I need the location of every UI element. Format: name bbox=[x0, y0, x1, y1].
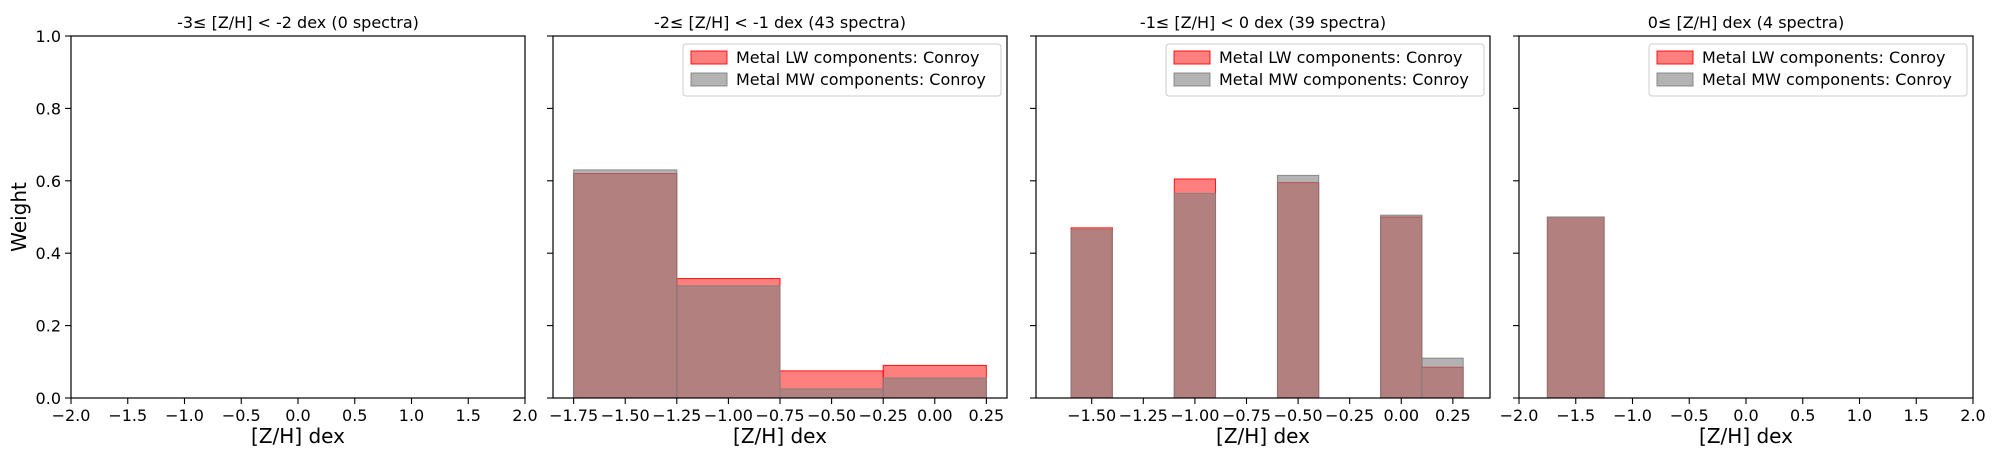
y-tick-label: 0.8 bbox=[36, 99, 61, 118]
panel-title: -1≤ [Z/H] < 0 dex (39 spectra) bbox=[1140, 13, 1386, 32]
x-tick-label: 2.0 bbox=[512, 406, 537, 425]
x-tick-label: −0.50 bbox=[1274, 406, 1323, 425]
axes-frame bbox=[70, 35, 526, 399]
x-tick-label: 0.00 bbox=[917, 406, 953, 425]
mw-bar-5 bbox=[1421, 357, 1464, 399]
x-axis-title: [Z/H] dex bbox=[251, 424, 345, 448]
x-tick-label: −1.25 bbox=[1119, 406, 1168, 425]
x-tick-label: −0.25 bbox=[1325, 406, 1374, 425]
legend-box bbox=[1165, 43, 1485, 97]
legend-label-mw: Metal MW components: Conroy bbox=[1702, 70, 1952, 89]
legend-swatch-lw bbox=[1656, 50, 1694, 65]
mw-bar-4 bbox=[1380, 214, 1423, 399]
y-tick-label: 1.0 bbox=[36, 27, 61, 46]
legend-label-mw: Metal MW components: Conroy bbox=[1219, 70, 1469, 89]
mw-bar-4 bbox=[882, 377, 987, 399]
x-tick-label: −0.75 bbox=[1222, 406, 1271, 425]
legend-swatch-lw bbox=[1173, 50, 1211, 65]
panel-2: -2≤ [Z/H] < -1 dex (43 spectra) −1.75 −1.5… bbox=[547, 13, 1008, 448]
y-tick-label: 0.4 bbox=[36, 244, 61, 263]
y-tick-label: 0.6 bbox=[36, 172, 61, 191]
x-tick-label: 0.25 bbox=[969, 406, 1005, 425]
x-tick-label: −1.5 bbox=[108, 406, 147, 425]
panel-4: 0≤ [Z/H] dex (4 spectra) −2.0 −1.5 −1.0 −0.5… bbox=[1500, 13, 1986, 448]
x-tick-label: 1.5 bbox=[1904, 406, 1929, 425]
mw-bar-3 bbox=[1276, 174, 1320, 399]
legend-swatch-mw bbox=[1173, 72, 1211, 87]
panel-3: -1≤ [Z/H] < 0 dex (39 spectra) −1.50 −1.25… bbox=[1030, 13, 1491, 448]
legend: Metal LW components: Conroy Metal MW comp… bbox=[1165, 43, 1485, 97]
panel-title: -3≤ [Z/H] < -2 dex (0 spectra) bbox=[177, 13, 419, 32]
legend: Metal LW components: Conroy Metal MW comp… bbox=[1648, 43, 1968, 97]
x-tick-label: −1.00 bbox=[704, 406, 753, 425]
legend-swatch-mw bbox=[690, 72, 728, 87]
x-tick-label: −1.0 bbox=[1613, 406, 1652, 425]
x-tick-label: −1.50 bbox=[601, 406, 650, 425]
x-tick-label: 0.0 bbox=[1733, 406, 1758, 425]
x-axis-title: [Z/H] dex bbox=[733, 424, 827, 448]
x-tick-label: 1.0 bbox=[399, 406, 424, 425]
x-tick-label: 0.00 bbox=[1383, 406, 1419, 425]
x-tick-label: −1.0 bbox=[165, 406, 204, 425]
x-tick-label: −1.50 bbox=[1067, 406, 1116, 425]
mw-bar-3 bbox=[779, 388, 884, 399]
legend-swatch-lw bbox=[690, 50, 728, 65]
x-tick-label: −1.25 bbox=[652, 406, 701, 425]
mw-bar-2 bbox=[1173, 192, 1217, 399]
axes-frame bbox=[1035, 35, 1491, 399]
legend-label-lw: Metal LW components: Conroy bbox=[1219, 48, 1463, 67]
panel-title: 0≤ [Z/H] dex (4 spectra) bbox=[1648, 13, 1844, 32]
x-tick-label: −1.5 bbox=[1556, 406, 1595, 425]
panel-title: -2≤ [Z/H] < -1 dex (43 spectra) bbox=[654, 13, 906, 32]
x-tick-label: 0.5 bbox=[342, 406, 367, 425]
x-tick-label: −0.5 bbox=[222, 406, 261, 425]
x-tick-label: 0.5 bbox=[1790, 406, 1815, 425]
legend-swatch-mw bbox=[1656, 72, 1694, 87]
x-tick-label: −1.75 bbox=[549, 406, 598, 425]
x-tick-label: −0.25 bbox=[859, 406, 908, 425]
x-tick-label: −0.75 bbox=[755, 406, 804, 425]
x-axis-title: [Z/H] dex bbox=[1216, 424, 1310, 448]
x-tick-label: −1.00 bbox=[1170, 406, 1219, 425]
y-axis-title: Weight bbox=[7, 182, 31, 252]
y-tick-label: 0.0 bbox=[36, 389, 61, 408]
x-tick-label: −2.0 bbox=[52, 406, 91, 425]
mw-bar-1 bbox=[1070, 229, 1113, 399]
legend-label-mw: Metal MW components: Conroy bbox=[736, 70, 986, 89]
x-tick-label: 1.0 bbox=[1847, 406, 1872, 425]
x-tick-label: 0.0 bbox=[285, 406, 310, 425]
legend: Metal LW components: Conroy Metal MW comp… bbox=[682, 43, 1002, 97]
x-tick-label: 0.25 bbox=[1435, 406, 1471, 425]
legend-label-lw: Metal LW components: Conroy bbox=[736, 48, 980, 67]
mw-bar-2 bbox=[676, 285, 781, 399]
y-tick-label: 0.2 bbox=[36, 317, 61, 336]
x-tick-label: 1.5 bbox=[456, 406, 481, 425]
legend-label-lw: Metal LW components: Conroy bbox=[1702, 48, 1946, 67]
x-tick-label: −0.5 bbox=[1670, 406, 1709, 425]
x-tick-label: 2.0 bbox=[1960, 406, 1985, 425]
x-axis-title: [Z/H] dex bbox=[1699, 424, 1793, 448]
legend-box bbox=[682, 43, 1002, 97]
mw-bar-1 bbox=[1546, 216, 1605, 399]
mw-bar-1 bbox=[573, 169, 678, 399]
panel-1: -3≤ [Z/H] < -2 dex (0 spectra) −2.0 −1.5 −1… bbox=[7, 13, 538, 448]
x-tick-label: −0.50 bbox=[807, 406, 856, 425]
x-tick-label: −2.0 bbox=[1500, 406, 1539, 425]
legend-box bbox=[1648, 43, 1968, 97]
